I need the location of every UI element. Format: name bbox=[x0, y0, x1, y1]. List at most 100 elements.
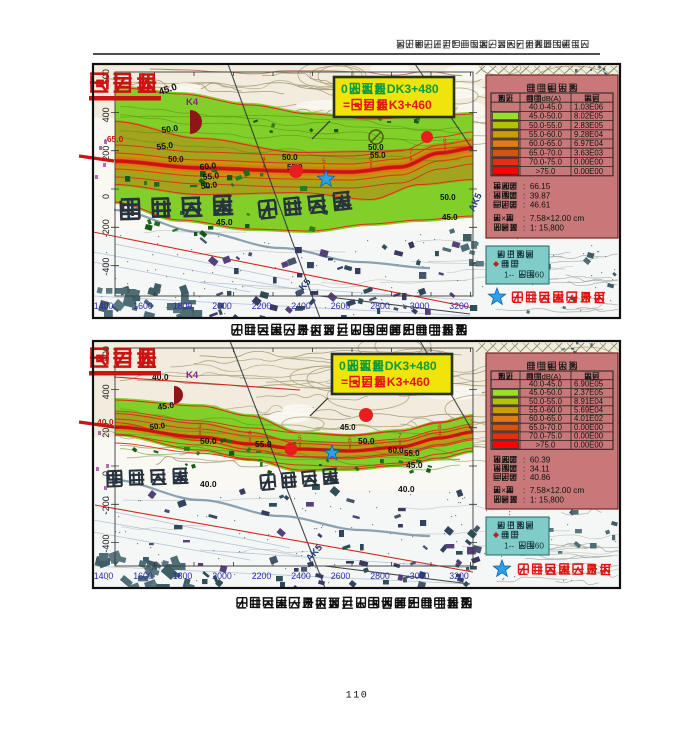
svg-text:8.02E05: 8.02E05 bbox=[574, 112, 604, 121]
svg-text:65.0-70.0: 65.0-70.0 bbox=[529, 423, 563, 432]
svg-text:: 7.58×12.00 cm: : 7.58×12.00 cm bbox=[523, 486, 584, 495]
svg-text:2200: 2200 bbox=[252, 571, 272, 581]
svg-text:40.0: 40.0 bbox=[152, 372, 169, 382]
svg-text:55.0: 55.0 bbox=[156, 140, 174, 152]
svg-text:45.0-50.0: 45.0-50.0 bbox=[529, 112, 563, 121]
svg-text:110: 110 bbox=[346, 691, 369, 702]
svg-text:50.0: 50.0 bbox=[368, 143, 384, 152]
svg-text:2200: 2200 bbox=[252, 301, 272, 311]
svg-text:2400: 2400 bbox=[291, 301, 311, 311]
svg-text:50.0: 50.0 bbox=[168, 155, 184, 164]
svg-text:60: 60 bbox=[535, 540, 545, 550]
svg-text:3: 3 bbox=[198, 423, 202, 430]
svg-text:400: 400 bbox=[101, 107, 111, 122]
svg-text:2: 2 bbox=[112, 413, 116, 420]
svg-text:45.0: 45.0 bbox=[157, 400, 175, 412]
svg-text:3000: 3000 bbox=[410, 301, 430, 311]
svg-text:1.03E06: 1.03E06 bbox=[574, 102, 603, 111]
svg-text:-200: -200 bbox=[101, 219, 111, 237]
svg-text:600: 600 bbox=[101, 69, 111, 84]
svg-text:400: 400 bbox=[101, 384, 111, 399]
svg-text:5.69E04: 5.69E04 bbox=[574, 406, 604, 415]
svg-text:55.0-60.0: 55.0-60.0 bbox=[529, 130, 563, 139]
svg-text:45.0: 45.0 bbox=[158, 82, 179, 98]
svg-text:60: 60 bbox=[535, 269, 545, 279]
svg-text:0.00E00: 0.00E00 bbox=[574, 158, 604, 167]
svg-text:50.0: 50.0 bbox=[149, 421, 166, 432]
svg-text:45.0-50.0: 45.0-50.0 bbox=[529, 388, 563, 397]
svg-text:40.0-45.0: 40.0-45.0 bbox=[529, 102, 563, 111]
svg-text:dB(A): dB(A) bbox=[542, 94, 562, 103]
svg-text:DK3+480: DK3+480 bbox=[387, 82, 439, 96]
svg-text:DK3+480: DK3+480 bbox=[385, 359, 437, 373]
svg-text:-400: -400 bbox=[101, 258, 111, 276]
svg-text:55.0: 55.0 bbox=[255, 439, 272, 449]
svg-text:50.0-55.0: 50.0-55.0 bbox=[529, 397, 563, 406]
svg-text:65.0-70.0: 65.0-70.0 bbox=[529, 148, 563, 157]
svg-text:=: = bbox=[343, 98, 350, 112]
svg-text:9: 9 bbox=[471, 418, 475, 425]
svg-text:1--: 1-- bbox=[504, 269, 514, 279]
svg-text:=: = bbox=[341, 375, 348, 389]
svg-text:>75.0: >75.0 bbox=[536, 167, 556, 176]
svg-text:6: 6 bbox=[369, 156, 373, 163]
svg-text:50.0: 50.0 bbox=[200, 436, 217, 446]
svg-text:2.83E05: 2.83E05 bbox=[574, 121, 604, 130]
svg-text:200: 200 bbox=[101, 423, 111, 438]
svg-text:8.91E04: 8.91E04 bbox=[574, 397, 604, 406]
svg-text:50.0: 50.0 bbox=[200, 179, 218, 191]
svg-text:>75.0: >75.0 bbox=[536, 440, 556, 449]
svg-text:K3+460: K3+460 bbox=[387, 375, 430, 389]
svg-text:5: 5 bbox=[298, 435, 302, 442]
svg-text:50.0: 50.0 bbox=[440, 193, 456, 202]
svg-text:6.97E04: 6.97E04 bbox=[574, 139, 604, 148]
svg-text:2800: 2800 bbox=[370, 301, 390, 311]
svg-text:1800: 1800 bbox=[173, 571, 193, 581]
svg-text:60.0-65.0: 60.0-65.0 bbox=[529, 139, 563, 148]
svg-text:600: 600 bbox=[101, 346, 111, 361]
svg-text:: 7.58×12.00 cm: : 7.58×12.00 cm bbox=[523, 214, 584, 223]
svg-text:4.01E02: 4.01E02 bbox=[574, 414, 603, 423]
svg-text:45.0: 45.0 bbox=[406, 460, 423, 470]
svg-text:5: 5 bbox=[322, 158, 326, 165]
svg-text:0: 0 bbox=[101, 471, 111, 476]
svg-text:6: 6 bbox=[348, 437, 352, 444]
svg-text:0.00E00: 0.00E00 bbox=[574, 440, 604, 449]
svg-text:3000: 3000 bbox=[410, 571, 430, 581]
svg-text:7: 7 bbox=[409, 149, 413, 156]
svg-text:1600: 1600 bbox=[133, 301, 153, 311]
svg-text:50.0-55.0: 50.0-55.0 bbox=[529, 121, 563, 130]
svg-text:40.0: 40.0 bbox=[398, 484, 415, 494]
svg-text:2.37E05: 2.37E05 bbox=[574, 388, 604, 397]
svg-text:8: 8 bbox=[443, 138, 447, 145]
svg-text:55.0-60.0: 55.0-60.0 bbox=[529, 406, 563, 415]
svg-text:2400: 2400 bbox=[291, 571, 311, 581]
svg-text:4: 4 bbox=[262, 156, 266, 163]
svg-text:2600: 2600 bbox=[331, 571, 351, 581]
svg-text:45.0: 45.0 bbox=[340, 423, 356, 432]
svg-text:60.0: 60.0 bbox=[388, 446, 404, 455]
svg-text:0: 0 bbox=[339, 359, 346, 373]
svg-text:9.28E04: 9.28E04 bbox=[574, 130, 604, 139]
svg-text:1400: 1400 bbox=[94, 301, 114, 311]
svg-text:-400: -400 bbox=[101, 535, 111, 553]
svg-text:: 39.87: : 39.87 bbox=[523, 191, 551, 200]
svg-text:K4: K4 bbox=[186, 370, 199, 381]
svg-text:3200: 3200 bbox=[449, 301, 469, 311]
svg-text:0: 0 bbox=[101, 194, 111, 199]
svg-text:: 1: 15,800: : 1: 15,800 bbox=[523, 495, 564, 504]
svg-text:45.0: 45.0 bbox=[442, 213, 458, 222]
svg-text:8: 8 bbox=[438, 424, 442, 431]
svg-text:0: 0 bbox=[341, 82, 348, 96]
svg-text:70.0-75.0: 70.0-75.0 bbox=[529, 432, 563, 441]
svg-text:40.0: 40.0 bbox=[200, 479, 217, 489]
svg-text:×: × bbox=[501, 486, 506, 495]
svg-text:dB(A): dB(A) bbox=[542, 372, 562, 381]
svg-text:: 40.86: : 40.86 bbox=[523, 473, 551, 482]
svg-text:K3+460: K3+460 bbox=[389, 98, 432, 112]
svg-text:70.0-75.0: 70.0-75.0 bbox=[529, 158, 563, 167]
svg-text:-200: -200 bbox=[101, 496, 111, 514]
svg-text:0.00E00: 0.00E00 bbox=[574, 423, 604, 432]
svg-text:40.0-45.0: 40.0-45.0 bbox=[529, 379, 563, 388]
svg-text:: 34.11: : 34.11 bbox=[523, 464, 550, 473]
